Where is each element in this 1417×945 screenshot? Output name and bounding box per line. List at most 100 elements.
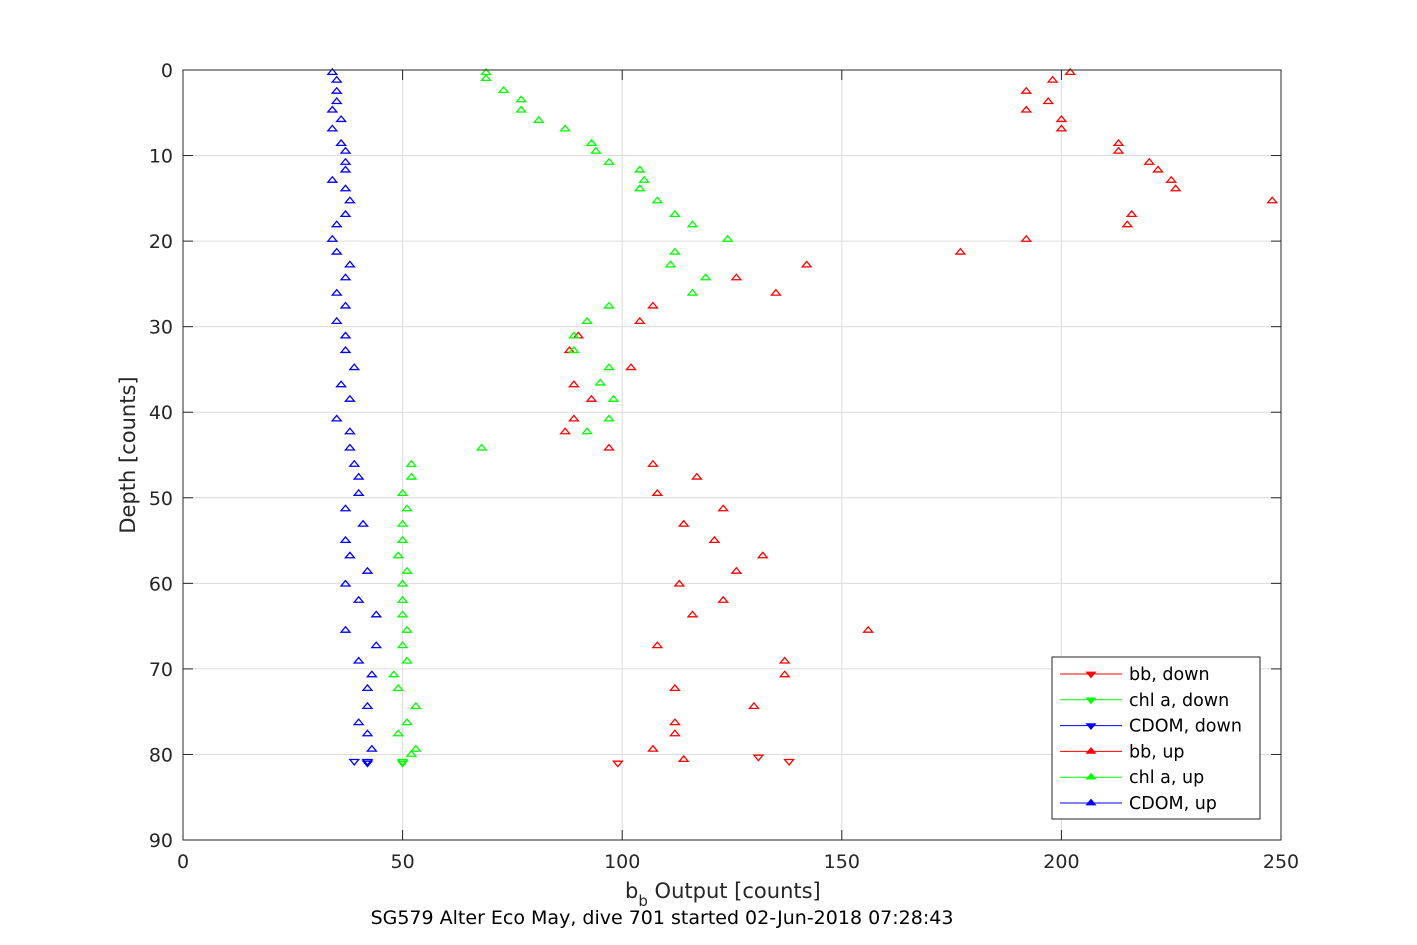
data-point [344,427,356,435]
data-point [1121,220,1134,228]
data-markers [326,67,1279,768]
data-point [721,234,734,242]
data-point [748,701,760,710]
data-point [1143,157,1156,165]
legend-label: chl a, down [1129,691,1229,711]
data-point [339,504,352,512]
data-point [1152,165,1164,173]
series-4 [387,67,734,757]
data-point [651,641,664,649]
data-point [352,488,365,496]
legend-label: bb, down [1129,665,1210,685]
legend-marker [1085,723,1097,731]
x-tick-label: 100 [604,851,640,873]
y-tick-label: 80 [149,744,173,766]
data-point [405,459,418,467]
series-1 [396,758,409,768]
data-point [352,718,365,726]
data-point [669,247,681,255]
x-tick-label: 150 [824,851,860,873]
data-point [568,345,580,354]
data-point [401,656,413,664]
data-point [669,718,681,726]
data-point [326,105,339,113]
data-point [344,260,356,268]
data-point [396,535,409,544]
data-point [1046,75,1059,83]
data-point [348,363,361,371]
data-point [401,718,413,726]
data-point [669,729,681,737]
data-point [651,196,664,204]
data-point [589,146,602,154]
data-point [1020,105,1033,113]
data-point [339,345,352,354]
data-point [396,519,409,527]
data-point [954,247,967,255]
data-point [396,641,409,649]
data-point [361,760,374,768]
data-point [651,488,664,496]
data-point [664,260,677,268]
data-point [361,758,374,766]
data-point [344,196,356,204]
data-point [568,380,580,388]
data-point [708,535,721,544]
data-point [326,234,339,242]
data-point [392,683,405,692]
legend-marker [1085,772,1097,780]
legend-label: CDOM, up [1129,794,1217,814]
legend: bb, down chl a, down CDOM, down bb, up chl a… [1051,656,1261,820]
data-point [1165,175,1178,183]
data-point [348,459,361,467]
x-axis-label-subscript: b [638,892,648,910]
data-point [568,331,580,339]
data-point [330,86,343,94]
data-point [357,519,369,527]
grid [182,69,1282,841]
data-point [603,157,615,165]
data-point [497,85,510,94]
data-point [396,595,409,603]
legend-label: CDOM, down [1129,717,1242,737]
data-point [326,124,339,132]
data-point [330,96,343,105]
data-point [339,535,352,544]
data-point [352,595,365,603]
data-point [603,443,615,451]
data-point [396,579,409,587]
data-point [603,363,615,371]
legend-box [1051,656,1261,820]
data-point [800,260,813,268]
data-point [1055,114,1068,123]
data-point [352,656,365,664]
data-point [361,729,374,737]
data-point [330,316,343,325]
data-point [515,95,528,103]
data-point [401,566,413,574]
data-point [401,625,413,633]
data-point [603,301,615,309]
data-point [396,758,409,766]
data-point [756,551,769,559]
data-point [396,760,409,768]
data-point [1169,184,1182,192]
data-point [532,115,545,123]
data-point [625,363,637,371]
data-point [862,625,875,633]
data-point [339,146,352,154]
data-point [1064,67,1077,76]
data-point [585,138,598,147]
data-point [633,316,646,325]
data-point [607,394,620,402]
data-point [339,157,352,165]
data-point [330,414,343,422]
data-point [669,683,681,692]
x-tick-label: 0 [177,851,189,873]
data-point [633,165,646,173]
y-tick-label: 10 [149,146,173,168]
data-point [370,641,383,649]
data-point [339,625,352,633]
series-0 [611,754,795,768]
y-tick-label: 60 [149,573,173,595]
